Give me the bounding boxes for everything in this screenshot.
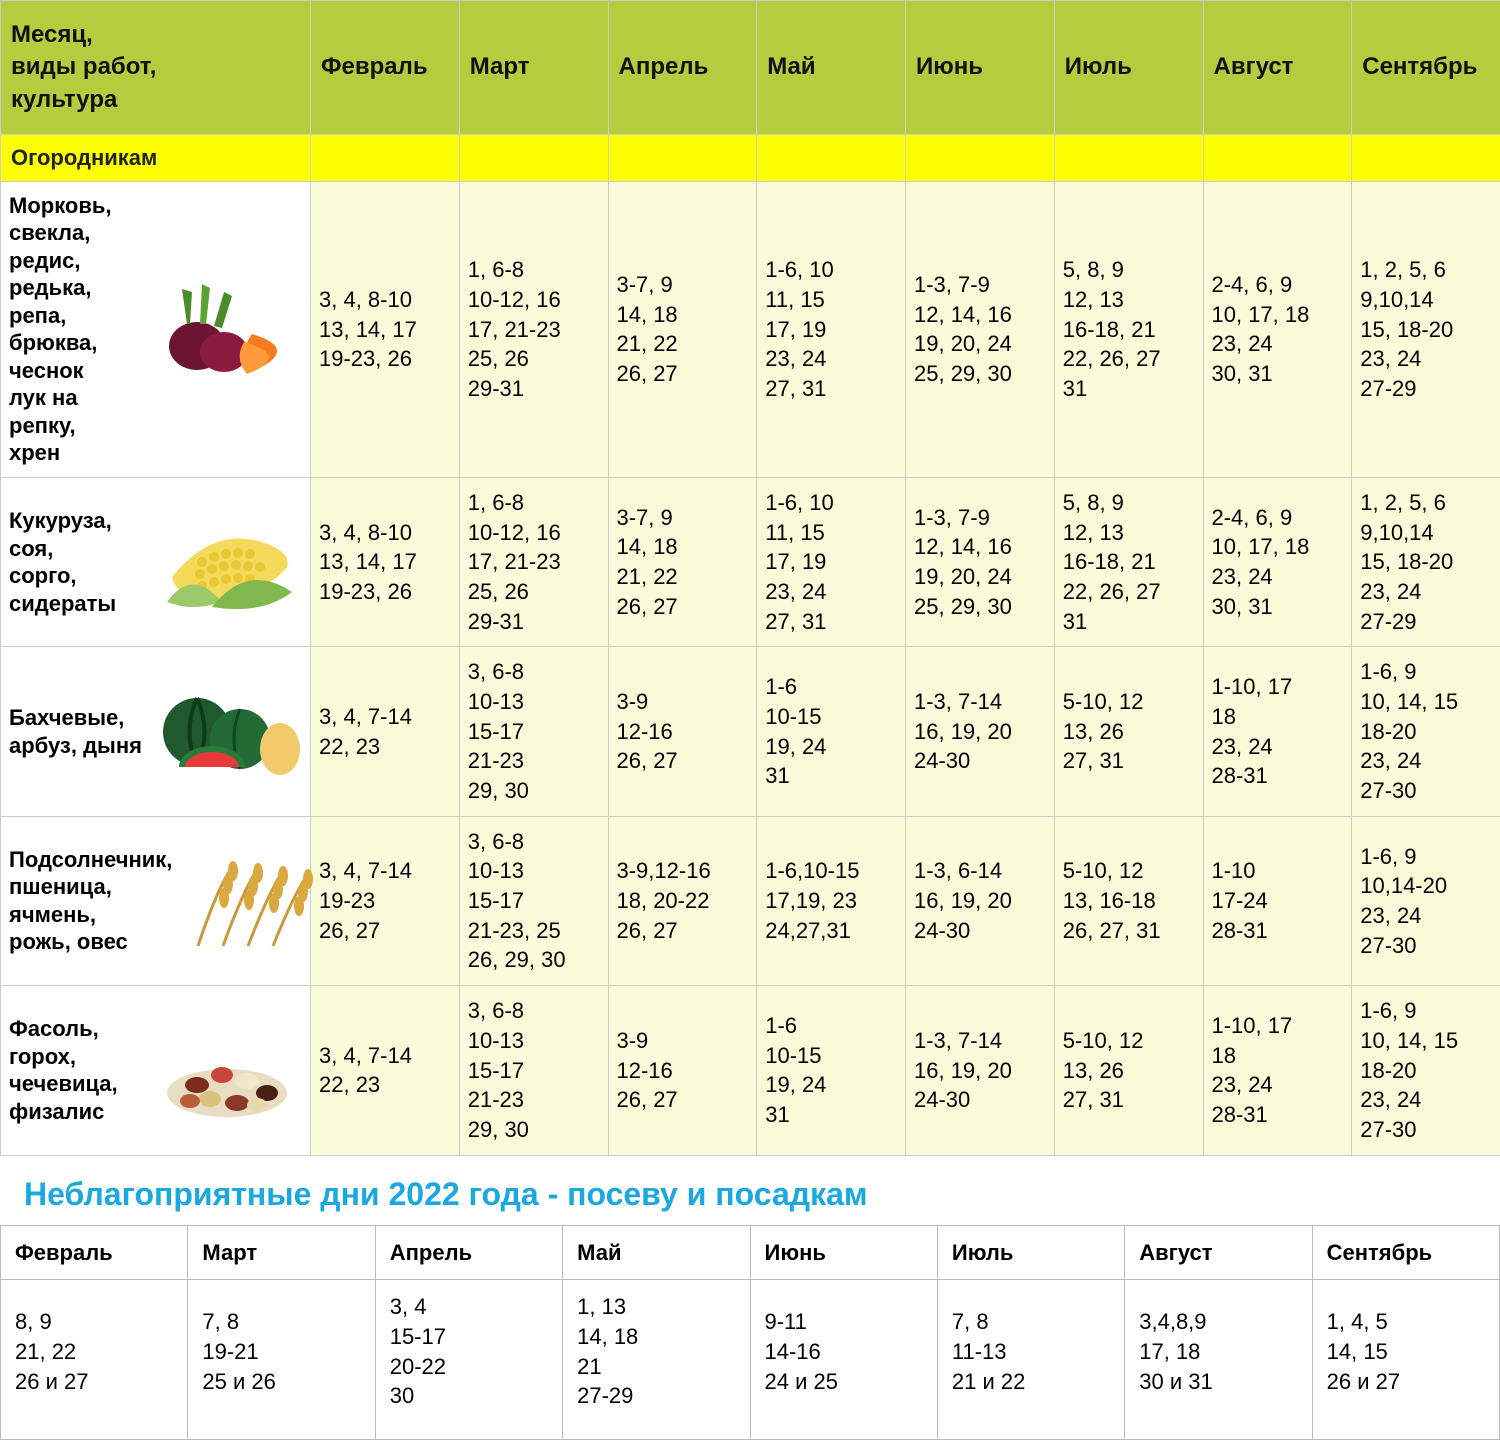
date-cell: 1-3, 7-14 16, 19, 20 24-30 (906, 986, 1055, 1155)
date-cell: 1-6, 9 10, 14, 15 18-20 23, 24 27-30 (1352, 986, 1500, 1155)
crop-label: Фасоль, горох, чечевица, физалис (9, 1015, 146, 1125)
date-cell: 3, 4, 7-14 22, 23 (311, 986, 460, 1155)
unfav-cell-1: 7, 8 19-21 25 и 26 (188, 1280, 375, 1440)
unfav-cell-0: 8, 9 21, 22 26 и 27 (1, 1280, 188, 1440)
date-cell: 1-10, 17 18 23, 24 28-31 (1203, 647, 1352, 816)
date-cell: 1, 6-8 10-12, 16 17, 21-23 25, 26 29-31 (459, 477, 608, 646)
date-cell: 2-4, 6, 9 10, 17, 18 23, 24 30, 31 (1203, 477, 1352, 646)
crop-cell: Морковь, свекла, редис, редька, репа, бр… (1, 181, 311, 477)
date-cell: 1-3, 6-14 16, 19, 20 24-30 (906, 816, 1055, 985)
date-cell: 3-9 12-16 26, 27 (608, 986, 757, 1155)
unfav-cell-2: 3, 4 15-17 20-22 30 (375, 1280, 562, 1440)
crop-cell: Бахчевые, арбуз, дыня (1, 647, 311, 816)
date-cell: 5-10, 12 13, 26 27, 31 (1054, 986, 1203, 1155)
unfav-header-row: Февраль Март Апрель Май Июнь Июль Август… (1, 1225, 1500, 1280)
header-month-6: Август (1203, 1, 1352, 135)
melon-icon (152, 677, 302, 787)
date-cell: 5, 8, 9 12, 13 16-18, 21 22, 26, 27 31 (1054, 477, 1203, 646)
header-month-7: Сентябрь (1352, 1, 1500, 135)
unfav-cell-7: 1, 4, 5 14, 15 26 и 27 (1312, 1280, 1499, 1440)
crop-cell: Фасоль, горох, чечевица, физалис (1, 986, 311, 1155)
date-cell: 1, 2, 5, 6 9,10,14 15, 18-20 23, 24 27-2… (1352, 181, 1500, 477)
date-cell: 1-6,10-15 17,19, 23 24,27,31 (757, 816, 906, 985)
date-cell: 5-10, 12 13, 26 27, 31 (1054, 647, 1203, 816)
unfav-month-6: Август (1125, 1225, 1312, 1280)
date-cell: 3, 4, 8-10 13, 14, 17 19-23, 26 (311, 181, 460, 477)
header-crop-col: Месяц, виды работ, культура (1, 1, 311, 135)
date-cell: 1-6, 9 10, 14, 15 18-20 23, 24 27-30 (1352, 647, 1500, 816)
crop-cell: Подсолнечник, пшеница, ячмень, рожь, ове… (1, 816, 311, 985)
unfav-cell-5: 7, 8 11-13 21 и 22 (937, 1280, 1124, 1440)
date-cell: 1-3, 7-9 12, 14, 16 19, 20, 24 25, 29, 3… (906, 181, 1055, 477)
date-cell: 1-3, 7-14 16, 19, 20 24-30 (906, 647, 1055, 816)
section-label: Огородникам (1, 135, 311, 182)
date-cell: 5, 8, 9 12, 13 16-18, 21 22, 26, 27 31 (1054, 181, 1203, 477)
date-cell: 3-7, 9 14, 18 21, 22 26, 27 (608, 181, 757, 477)
date-cell: 3-7, 9 14, 18 21, 22 26, 27 (608, 477, 757, 646)
date-cell: 1-10, 17 18 23, 24 28-31 (1203, 986, 1352, 1155)
date-cell: 1-6 10-15 19, 24 31 (757, 647, 906, 816)
unfav-cell-6: 3,4,8,9 17, 18 30 и 31 (1125, 1280, 1312, 1440)
unfavorable-title: Неблагоприятные дни 2022 года - посеву и… (0, 1156, 1500, 1225)
date-cell: 1-6 10-15 19, 24 31 (757, 986, 906, 1155)
date-cell: 1-10 17-24 28-31 (1203, 816, 1352, 985)
unfav-month-0: Февраль (1, 1225, 188, 1280)
date-cell: 1-3, 7-9 12, 14, 16 19, 20, 24 25, 29, 3… (906, 477, 1055, 646)
beans-icon (152, 1015, 302, 1125)
section-row-gardeners: Огородникам (1, 135, 1500, 182)
unfav-month-2: Апрель (375, 1225, 562, 1280)
header-month-2: Апрель (608, 1, 757, 135)
date-cell: 3, 4, 7-14 19-23 26, 27 (311, 816, 460, 985)
unfav-month-3: Май (563, 1225, 750, 1280)
crop-row: Фасоль, горох, чечевица, физалис 3, 4, 7-… (1, 986, 1500, 1155)
header-month-5: Июль (1054, 1, 1203, 135)
header-month-3: Май (757, 1, 906, 135)
root-veg-icon (152, 274, 302, 384)
crop-label: Бахчевые, арбуз, дыня (9, 704, 146, 759)
crop-row: Бахчевые, арбуз, дыня 3, 4, 7-14 22, 233,… (1, 647, 1500, 816)
date-cell: 3, 4, 8-10 13, 14, 17 19-23, 26 (311, 477, 460, 646)
header-month-4: Июнь (906, 1, 1055, 135)
crop-cell: Кукуруза, соя, сорго, сидераты (1, 477, 311, 646)
unfav-cell-3: 1, 13 14, 18 21 27-29 (563, 1280, 750, 1440)
corn-icon (152, 507, 302, 617)
date-cell: 1-6, 10 11, 15 17, 19 23, 24 27, 31 (757, 477, 906, 646)
wheat-icon (178, 846, 328, 956)
date-cell: 3, 6-8 10-13 15-17 21-23 29, 30 (459, 647, 608, 816)
date-cell: 1, 6-8 10-12, 16 17, 21-23 25, 26 29-31 (459, 181, 608, 477)
date-cell: 1, 2, 5, 6 9,10,14 15, 18-20 23, 24 27-2… (1352, 477, 1500, 646)
header-month-1: Март (459, 1, 608, 135)
crop-label: Кукуруза, соя, сорго, сидераты (9, 507, 146, 617)
crop-row: Морковь, свекла, редис, редька, репа, бр… (1, 181, 1500, 477)
date-cell: 3, 6-8 10-13 15-17 21-23, 25 26, 29, 30 (459, 816, 608, 985)
crop-row: Подсолнечник, пшеница, ячмень, рожь, ове… (1, 816, 1500, 985)
crop-label: Подсолнечник, пшеница, ячмень, рожь, ове… (9, 846, 172, 956)
unfav-month-5: Июль (937, 1225, 1124, 1280)
date-cell: 5-10, 12 13, 16-18 26, 27, 31 (1054, 816, 1203, 985)
date-cell: 1-6, 9 10,14-20 23, 24 27-30 (1352, 816, 1500, 985)
unfav-month-7: Сентябрь (1312, 1225, 1499, 1280)
unfav-cell-4: 9-11 14-16 24 и 25 (750, 1280, 937, 1440)
date-cell: 3, 6-8 10-13 15-17 21-23 29, 30 (459, 986, 608, 1155)
date-cell: 3-9,12-16 18, 20-22 26, 27 (608, 816, 757, 985)
unfav-month-1: Март (188, 1225, 375, 1280)
header-row: Месяц, виды работ, культура Февраль Март… (1, 1, 1500, 135)
date-cell: 3-9 12-16 26, 27 (608, 647, 757, 816)
crop-label: Морковь, свекла, редис, редька, репа, бр… (9, 192, 146, 467)
date-cell: 1-6, 10 11, 15 17, 19 23, 24 27, 31 (757, 181, 906, 477)
date-cell: 2-4, 6, 9 10, 17, 18 23, 24 30, 31 (1203, 181, 1352, 477)
planting-calendar-table: Месяц, виды работ, культура Февраль Март… (0, 0, 1500, 1156)
header-month-0: Февраль (311, 1, 460, 135)
unfav-month-4: Июнь (750, 1225, 937, 1280)
crop-row: Кукуруза, соя, сорго, сидераты 3, 4, 8-10… (1, 477, 1500, 646)
date-cell: 3, 4, 7-14 22, 23 (311, 647, 460, 816)
unfavorable-table: Февраль Март Апрель Май Июнь Июль Август… (0, 1225, 1500, 1440)
unfav-data-row: 8, 9 21, 22 26 и 27 7, 8 19-21 25 и 26 3… (1, 1280, 1500, 1440)
planting-tbody: Огородникам Морковь, свекла, редис, редь… (1, 135, 1500, 1155)
